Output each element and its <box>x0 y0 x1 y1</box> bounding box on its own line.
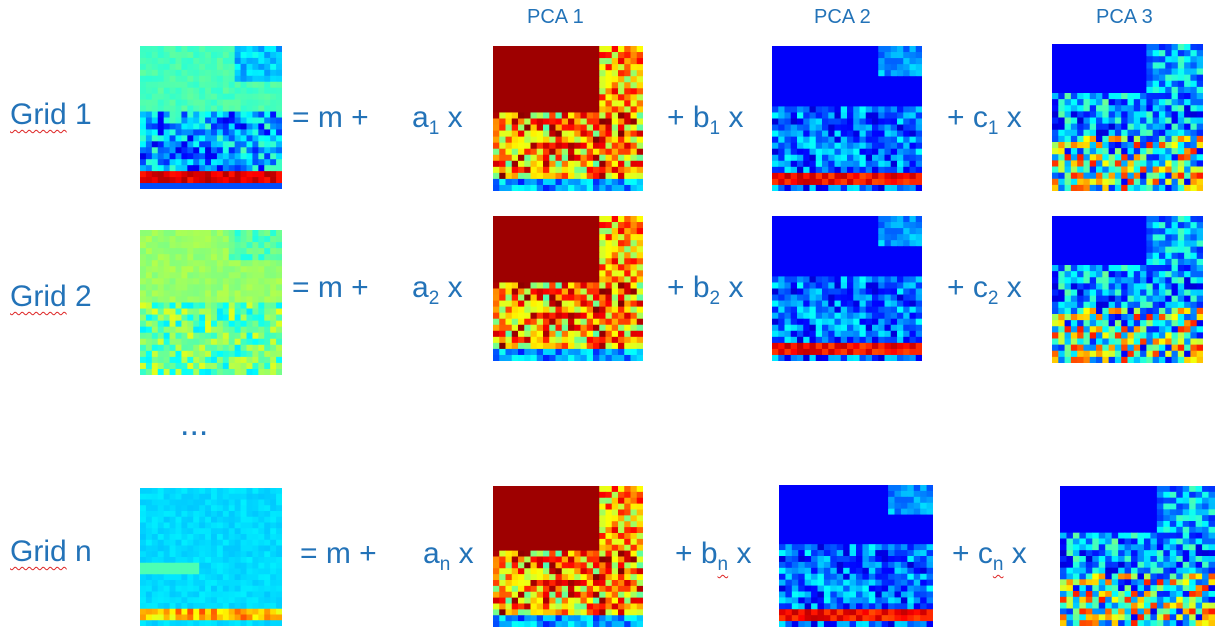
coef-a-term: an x <box>423 537 474 574</box>
coef-a-subscript: n <box>439 554 451 575</box>
coef-a-letter: a <box>423 537 440 570</box>
coef-c-term: + c2 x <box>947 271 1022 308</box>
coef-b-prefix: + b <box>667 271 710 304</box>
coef-b-prefix: + b <box>675 537 718 570</box>
times-x: x <box>998 101 1022 134</box>
coef-b-subscript: 2 <box>709 288 721 309</box>
coef-c-term: + c1 x <box>947 101 1022 138</box>
grid-word: Grid <box>10 98 67 131</box>
grid-word: Grid <box>10 535 67 568</box>
coef-a-term: a1 x <box>412 101 463 138</box>
grid-n-heatmap <box>140 488 282 626</box>
coef-a-subscript: 2 <box>428 288 440 309</box>
pca1-heatmap <box>493 46 643 191</box>
coef-c-term: + cn x <box>952 537 1027 574</box>
coef-c-subscript: 1 <box>987 118 999 139</box>
times-x: x <box>439 271 463 304</box>
grid-word: Grid <box>10 280 67 313</box>
equals-m-plus: = m + <box>292 101 378 134</box>
coef-a-letter: a <box>412 101 429 134</box>
coef-c-subscript: n <box>992 554 1004 575</box>
times-x: x <box>728 537 752 570</box>
times-x: x <box>998 271 1022 304</box>
grid-1-label: Grid 1 <box>10 98 92 132</box>
grid-id: n <box>75 535 92 568</box>
times-x: x <box>439 101 463 134</box>
times-x: x <box>450 537 474 570</box>
coef-c-prefix: + c <box>947 101 988 134</box>
coef-b-prefix: + b <box>667 101 710 134</box>
pca2-heatmap <box>779 485 933 627</box>
grid-2-heatmap <box>140 230 282 375</box>
coef-c-prefix: + c <box>952 537 993 570</box>
times-x: x <box>720 101 744 134</box>
grid-id: 2 <box>75 280 92 313</box>
ellipsis: ... <box>180 405 209 443</box>
coef-b-subscript: n <box>717 554 729 575</box>
coef-b-term: + b2 x <box>667 271 744 308</box>
pca2-heatmap <box>772 46 922 191</box>
times-x: x <box>720 271 744 304</box>
coef-b-term: + b1 x <box>667 101 744 138</box>
coef-b-term: + bn x <box>675 537 752 574</box>
coef-a-subscript: 1 <box>428 118 440 139</box>
pca3-heatmap <box>1052 44 1203 191</box>
grid-1-heatmap <box>140 46 282 189</box>
coef-b-subscript: 1 <box>709 118 721 139</box>
pca1-header: PCA 1 <box>527 6 584 28</box>
grid-2-label: Grid 2 <box>10 280 92 314</box>
grid-n-label: Grid n <box>10 535 92 569</box>
pca3-header: PCA 3 <box>1096 6 1153 28</box>
pca3-heatmap <box>1060 486 1215 626</box>
pca1-heatmap <box>493 486 643 627</box>
pca3-heatmap <box>1052 216 1203 363</box>
grid-id: 1 <box>75 98 92 131</box>
times-x: x <box>1003 537 1027 570</box>
coef-a-letter: a <box>412 271 429 304</box>
coef-a-term: a2 x <box>412 271 463 308</box>
equals-m-plus: = m + <box>292 271 378 304</box>
pca2-heatmap <box>772 216 922 361</box>
pca2-header: PCA 2 <box>814 6 871 28</box>
pca1-heatmap <box>493 216 643 361</box>
coef-c-subscript: 2 <box>987 288 999 309</box>
coef-c-prefix: + c <box>947 271 988 304</box>
equals-m-plus: = m + <box>300 537 386 570</box>
